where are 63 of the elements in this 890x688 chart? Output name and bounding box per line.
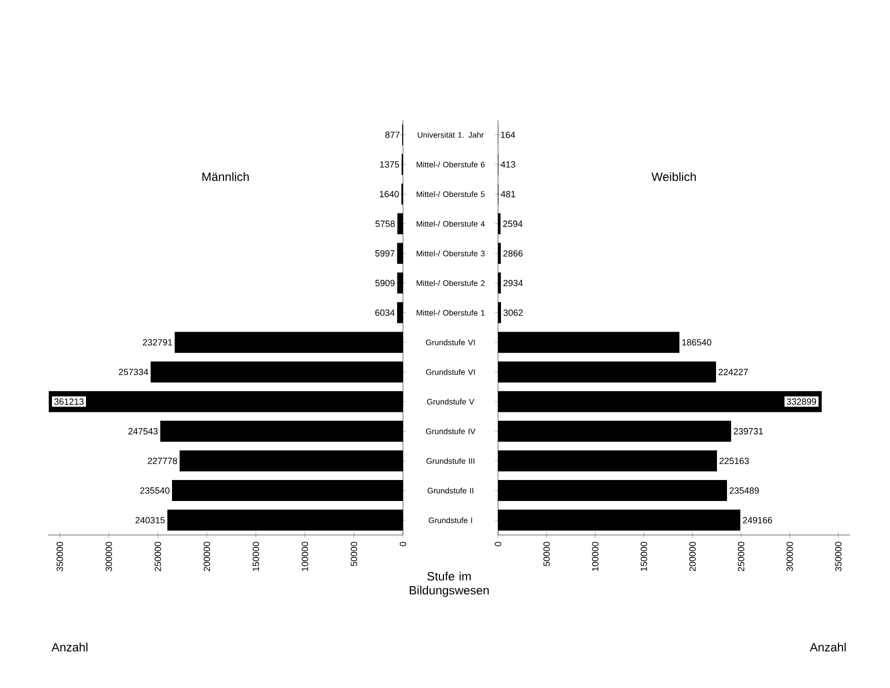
text: Weiblich: [651, 172, 696, 182]
data-label: 2934: [504, 280, 523, 286]
data-label: 249166: [742, 516, 772, 524]
data-label: 164: [501, 132, 516, 138]
y-tick-label: Mittel-/ Oberstufe 5: [416, 191, 485, 198]
data-label: 2866: [503, 250, 523, 257]
data-label: 240315: [136, 516, 165, 524]
data-label: 413: [500, 161, 516, 168]
data-label: 224227: [718, 368, 748, 376]
x-tick-label: 0: [400, 542, 406, 546]
x-tick-label: 350000: [56, 542, 63, 572]
x-tick-label: 200000: [689, 542, 696, 572]
data-label: 247543: [128, 428, 158, 434]
data-label: 227778: [148, 458, 178, 464]
y-tick-label: Mittel-/ Oberstufe 6: [416, 162, 485, 168]
x-axis-title: Anzahl: [810, 642, 846, 652]
x-tick-label: 100000: [592, 542, 598, 571]
y-tick-label: Grundstufe IV: [426, 428, 476, 434]
x-tick-label: 150000: [640, 542, 648, 571]
y-tick-label: Grundstufe III: [426, 458, 474, 464]
x-axis-title: Anzahl: [52, 642, 88, 652]
data-label: 186540: [682, 339, 712, 346]
y-tick-label: Mittel-/ Oberstufe 2: [416, 280, 485, 286]
data-label: 1640: [380, 190, 399, 198]
x-tick-label: 250000: [154, 542, 162, 572]
x-tick-label: 350000: [835, 542, 842, 572]
data-label: 235540: [140, 487, 170, 494]
x-tick-label: 300000: [786, 542, 793, 572]
y-tick-label: Grundstufe VI: [426, 369, 475, 375]
data-label: 877: [385, 132, 400, 138]
y-tick-label: Mittel-/ Oberstufe 3: [416, 250, 485, 256]
data-label: 5997: [375, 250, 394, 257]
x-tick-label: 300000: [106, 542, 112, 572]
y-tick-label: Grundstufe V: [427, 398, 474, 405]
data-label: 3062: [504, 309, 523, 316]
y-tick-label: Mittel-/ Oberstufe 1: [416, 310, 485, 316]
y-tick-label: Grundstufe I: [428, 517, 472, 524]
x-tick-label: 150000: [252, 542, 260, 571]
y-tick-label: Grundstufe VI: [426, 339, 475, 346]
data-label: 6034: [375, 309, 395, 316]
data-label: 2594: [503, 220, 522, 227]
y-tick-label: Mittel-/ Oberstufe 4: [416, 220, 485, 227]
x-tick-label: 100000: [302, 542, 308, 571]
y-axis-title: Stufe im Bildungswesen: [410, 572, 489, 597]
x-tick-label: 50000: [543, 542, 550, 566]
data-label: 361213: [54, 398, 84, 405]
x-tick-label: 200000: [204, 542, 210, 572]
data-label: 232791: [142, 339, 172, 346]
y-tick-label: Universität 1. Jahr: [418, 132, 484, 138]
x-tick-label: 250000: [738, 542, 744, 572]
data-label: 225163: [720, 458, 749, 464]
x-tick-label: 0: [494, 542, 502, 546]
data-label: 239731: [734, 428, 763, 434]
data-label: 235489: [730, 487, 759, 494]
data-label: 1375: [380, 161, 400, 168]
y-tick-label: Grundstufe II: [428, 488, 474, 494]
data-label: 5909: [375, 280, 395, 286]
x-tick-label: 50000: [350, 542, 358, 566]
data-label: 481: [500, 190, 516, 198]
data-label: 5758: [375, 220, 395, 227]
data-label: 257334: [118, 368, 148, 376]
data-label: 332899: [786, 398, 816, 405]
text: Männlich: [202, 172, 249, 182]
